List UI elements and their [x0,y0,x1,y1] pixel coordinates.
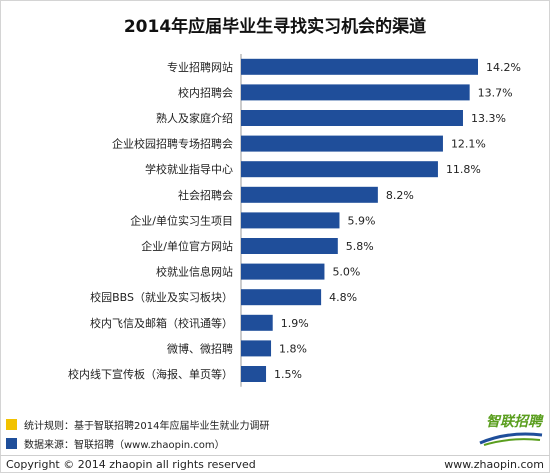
bar [241,314,273,331]
bar [241,58,478,75]
bar [241,340,272,357]
value-label: 13.3% [471,112,506,125]
bar [241,84,470,101]
footer-url[interactable]: www.zhaopin.com [444,458,544,471]
category-label: 学校就业指导中心 [145,162,233,176]
bar [241,366,267,382]
category-label: 企业校园招聘专场招聘会 [112,137,233,151]
value-label: 1.9% [281,317,309,330]
category-label: 企业/单位实习生项目 [130,213,233,227]
bar [241,186,378,203]
value-label: 14.2% [486,61,521,74]
value-label: 5.0% [332,266,360,279]
value-label: 5.8% [346,240,374,253]
note-row-rule: 统计规则：基于智联招聘2014年应届毕业生就业力调研 [6,417,269,436]
bar [241,263,325,280]
note-marker-yellow [6,419,17,430]
category-label: 校园BBS（就业及实习板块） [90,290,233,304]
note-marker-blue [6,438,17,449]
value-label: 5.9% [347,214,375,227]
value-label: 1.5% [274,368,302,381]
value-label: 13.7% [478,86,513,99]
copyright-text: Copyright © 2014 zhaopin all rights rese… [6,458,256,471]
bar [241,238,338,254]
bar [241,161,438,178]
bar-chart: 专业招聘网站 14.2% 校内招聘会 13.7% 熟人及家庭介绍 13.3% 企业校园招聘专… [68,54,521,387]
category-label: 熟人及家庭介绍 [156,111,233,125]
notes: 统计规则：基于智联招聘2014年应届毕业生就业力调研 数据来源：智联招聘（www… [6,417,269,455]
category-label: 校内飞信及邮箱（校讯通等） [90,316,233,330]
category-label: 微博、微招聘 [167,341,233,355]
bar [241,110,463,126]
logo-name: 智联招聘 [486,414,542,430]
category-label: 校内招聘会 [178,85,233,99]
value-label: 4.8% [329,291,357,304]
value-label: 12.1% [451,138,486,151]
value-label: 11.8% [446,163,481,176]
zhaopin-logo: 智联招聘 [478,411,544,451]
category-label: 校内线下宣传板（海报、单页等） [68,367,233,381]
category-label: 社会招聘会 [178,188,233,202]
category-label: 专业招聘网站 [167,60,233,74]
note-row-source: 数据来源：智联招聘（www.zhaopin.com） [6,436,269,455]
category-label: 企业/单位官方网站 [141,239,233,253]
category-label: 校就业信息网站 [156,265,233,279]
value-label: 8.2% [386,189,414,202]
footer: Copyright © 2014 zhaopin all rights rese… [0,455,550,474]
value-label: 1.8% [279,342,307,355]
bar [241,212,340,229]
bar [241,289,322,306]
logo-swoosh-icon [479,432,543,446]
note-rule-text: 统计规则：基于智联招聘2014年应届毕业生就业力调研 [24,421,270,432]
bar [241,135,443,152]
note-source-text: 数据来源：智联招聘（www.zhaopin.com） [24,440,225,451]
chart-title: 2014年应届毕业生寻找实习机会的渠道 [123,17,427,37]
